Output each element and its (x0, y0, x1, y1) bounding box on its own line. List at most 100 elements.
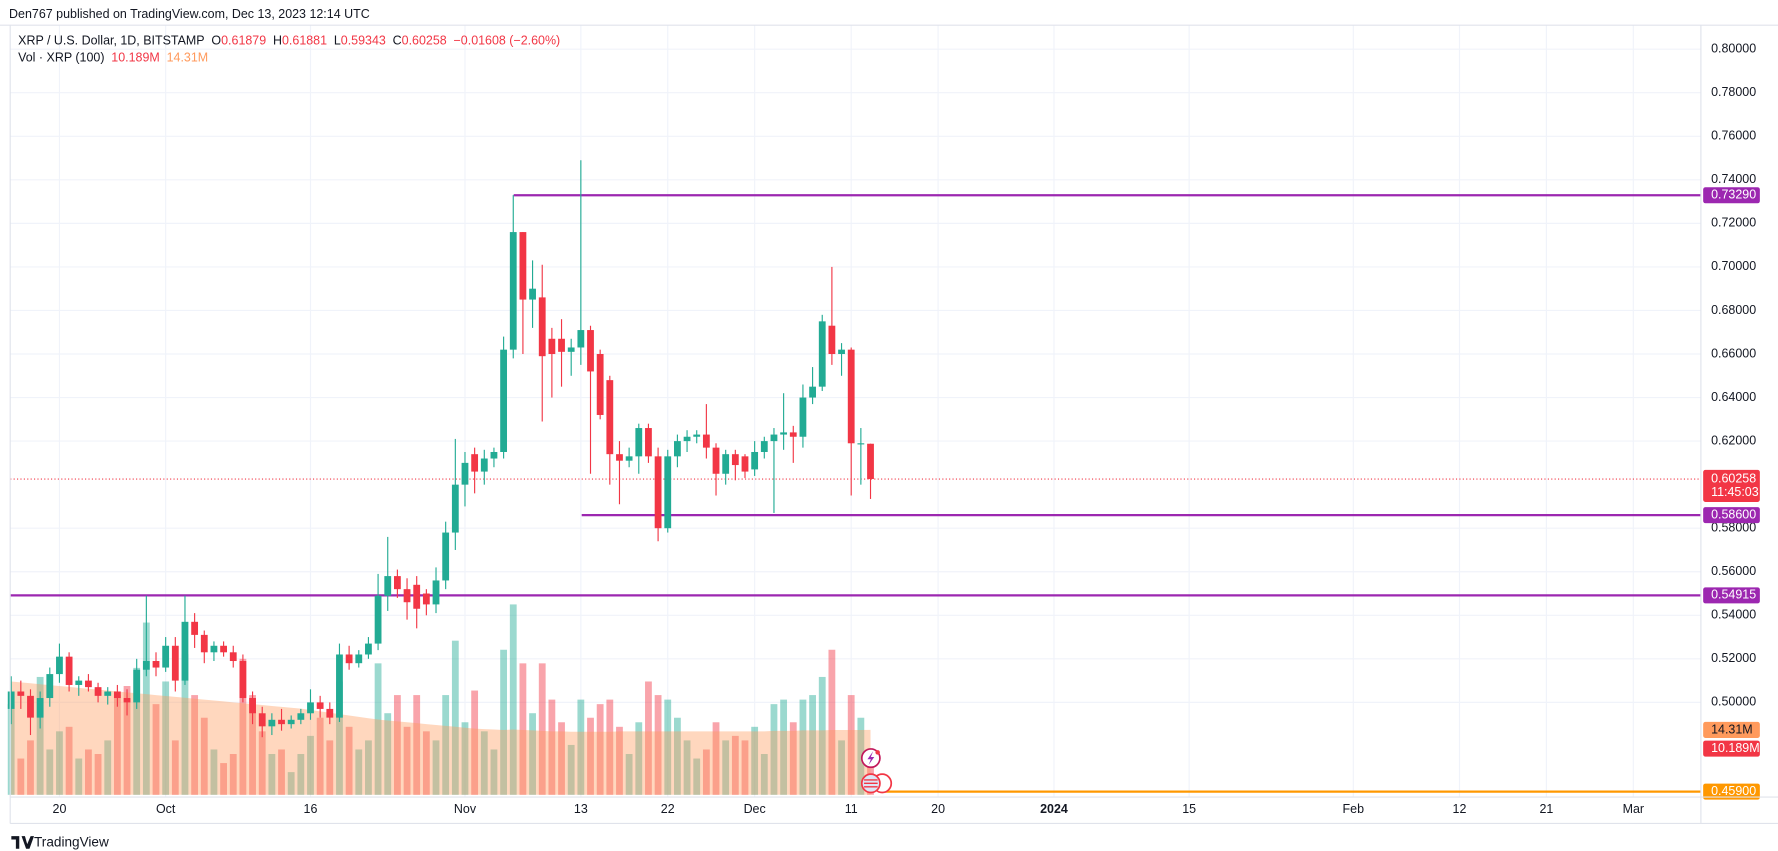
level-label: 0.54915 (1711, 588, 1756, 602)
y-tick-label: 0.68000 (1711, 303, 1756, 317)
volume-bar (7, 704, 15, 795)
footer-brand: TradingView (34, 835, 109, 850)
volume-bar (567, 744, 575, 795)
volume-bar (606, 699, 614, 795)
level-label: 0.45900 (1711, 784, 1756, 798)
volume-bar (17, 758, 25, 795)
y-tick-label: 0.50000 (1711, 695, 1756, 709)
volume-bar (741, 740, 749, 795)
candle-body (683, 436, 691, 442)
y-tick-label: 0.64000 (1711, 390, 1756, 404)
candle-body (384, 576, 392, 596)
legend-key: H (273, 34, 282, 48)
candle-body (220, 645, 227, 653)
x-tick-label: Mar (1623, 802, 1644, 816)
candle-body (345, 654, 353, 664)
volume-bar (287, 772, 295, 795)
volume-bar (760, 754, 768, 795)
candle-body (809, 386, 816, 398)
volume-bar (65, 726, 73, 795)
candle-body (722, 454, 730, 474)
volume-bar (142, 622, 150, 795)
volume-bar (432, 740, 440, 795)
volume-bar (75, 758, 83, 795)
volume-bar (799, 699, 807, 795)
candle-body (258, 713, 266, 727)
candle-body (789, 432, 797, 437)
volume-bar (616, 726, 623, 795)
candle-body (654, 456, 662, 529)
candle-body (741, 456, 749, 472)
last-price-box (1703, 469, 1760, 502)
candle-body (857, 443, 865, 445)
candle-body (393, 576, 401, 590)
x-tick-label: 13 (574, 802, 588, 816)
candle-body (85, 680, 92, 688)
y-tick-label: 0.74000 (1711, 172, 1756, 186)
volume-bar (577, 699, 585, 795)
x-tick-label: 20 (53, 802, 67, 816)
volume-bar (113, 695, 121, 795)
candle-body (65, 656, 73, 685)
candle-body (133, 669, 141, 703)
x-tick-label: Feb (1343, 802, 1365, 816)
candle-body (471, 454, 479, 472)
volume-bar (355, 749, 363, 795)
volume-bar (818, 676, 826, 795)
volume-bar (200, 717, 208, 795)
volume-bar (297, 754, 305, 795)
event-dot (875, 750, 880, 755)
candle-body (529, 288, 536, 300)
candle-body (413, 584, 421, 609)
volume-bar (94, 754, 102, 795)
candle-body (17, 691, 25, 696)
candle-body (191, 621, 199, 635)
candle-body (152, 661, 160, 668)
candle-body (123, 698, 131, 703)
volume-bar (162, 681, 170, 795)
candle-body (7, 691, 15, 709)
candle-body (480, 458, 488, 472)
x-tick-label: 21 (1539, 802, 1553, 816)
candle-body (442, 532, 450, 581)
y-tick-label: 0.54000 (1711, 608, 1756, 622)
volume-bar (500, 649, 508, 795)
volume-bar (104, 740, 112, 795)
candle-body (587, 330, 594, 372)
volume-bar (529, 713, 536, 795)
x-tick-label: 16 (304, 802, 318, 816)
volume-bar (770, 704, 778, 795)
volume-bar (664, 699, 672, 795)
volume-pane (7, 604, 874, 795)
candle-body (780, 432, 788, 435)
lightning-icon (867, 751, 875, 765)
candle-body (210, 645, 218, 653)
tradingview-logo (11, 836, 35, 849)
legend-value: 0.61879 (221, 34, 266, 48)
x-tick-label: 15 (1182, 802, 1196, 816)
volume-bar (171, 740, 179, 795)
volume-bar (519, 663, 527, 795)
volume-bar (46, 749, 54, 795)
candle-body (596, 354, 604, 415)
volume-bar (345, 726, 353, 795)
volume-ma-label: 14.31M (1711, 722, 1753, 736)
candle-body (867, 443, 874, 480)
volume-bar (36, 676, 44, 795)
volume-bar (210, 749, 218, 795)
candle-body (36, 698, 44, 718)
candle-body (645, 428, 652, 457)
legend-value: 0.59343 (341, 34, 386, 48)
candle-body (142, 661, 150, 670)
level-label-box (1703, 187, 1760, 204)
x-tick-label: Dec (744, 802, 766, 816)
candle-body (548, 338, 556, 355)
levels (10, 194, 1701, 793)
candle-body (625, 456, 633, 461)
volume-bar (393, 695, 401, 795)
volume-bar (191, 695, 199, 795)
y-tick-label: 0.72000 (1711, 216, 1756, 230)
candle-body (229, 652, 237, 662)
candle-body (239, 661, 247, 699)
y-tick-label: 0.66000 (1711, 346, 1756, 360)
